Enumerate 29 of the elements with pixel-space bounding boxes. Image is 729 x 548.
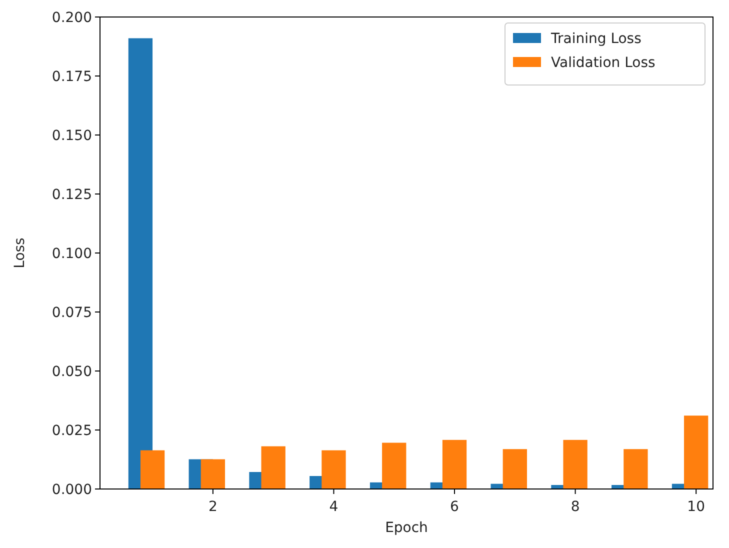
bar xyxy=(624,449,648,489)
bar xyxy=(140,450,165,489)
bar xyxy=(200,459,226,489)
y-tick-label: 0.075 xyxy=(52,304,92,321)
y-tick-label: 0.100 xyxy=(52,246,92,262)
legend-label: Training Loss xyxy=(550,30,642,47)
y-tick-label: 0.125 xyxy=(52,186,92,203)
bar xyxy=(382,442,406,489)
x-tick-label: 4 xyxy=(329,499,338,515)
x-tick-label: 2 xyxy=(208,499,218,515)
bar xyxy=(128,38,153,489)
legend-label: Validation Loss xyxy=(551,54,656,71)
y-tick-label: 0.200 xyxy=(52,10,92,26)
x-tick-label: 6 xyxy=(450,499,460,515)
x-tick-label: 10 xyxy=(687,499,706,515)
bar xyxy=(261,446,286,489)
y-tick-label: 0.150 xyxy=(52,128,92,144)
y-axis-title: Loss xyxy=(12,238,28,268)
bar xyxy=(322,450,346,489)
y-tick-label: 0.000 xyxy=(52,482,92,498)
y-tick-label: 0.025 xyxy=(52,422,92,439)
bar xyxy=(684,416,708,489)
bar xyxy=(442,440,467,489)
bar xyxy=(563,440,588,489)
y-tick-label: 0.050 xyxy=(52,364,92,380)
bar xyxy=(502,449,527,489)
y-tick-label: 0.175 xyxy=(52,68,92,85)
x-tick-label: 8 xyxy=(570,499,580,515)
x-axis-title: Epoch xyxy=(385,520,428,536)
